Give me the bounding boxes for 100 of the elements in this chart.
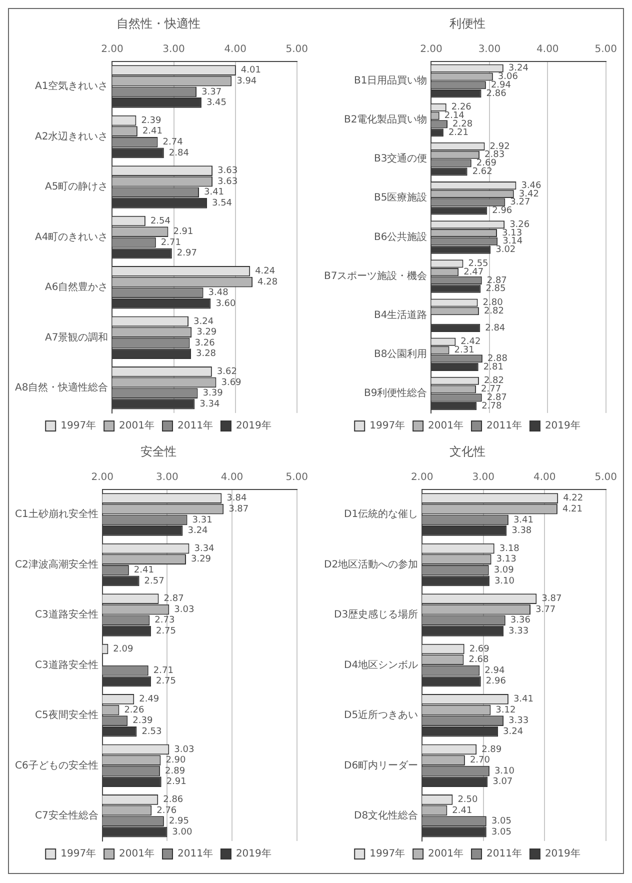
data-label: 4.01: [240, 66, 261, 76]
x-tick-label: 4.00: [533, 472, 556, 483]
data-label: 3.45: [206, 98, 227, 108]
data-label: 2.75: [156, 626, 176, 637]
chart-title: 自然性・快適性: [116, 16, 200, 30]
legend-label: 2011年: [486, 420, 522, 432]
data-label: 2.28: [452, 120, 473, 130]
data-label: 3.38: [512, 526, 532, 536]
data-label: 2.95: [168, 816, 189, 827]
data-label: 3.24: [188, 526, 208, 536]
data-label: 2.82: [484, 306, 504, 316]
legend-label: 2001年: [119, 420, 155, 432]
data-label: 2.39: [132, 716, 153, 726]
y-tick-label: A7景観の調和: [45, 331, 108, 344]
legend-label: 2019年: [236, 848, 272, 860]
data-label: 2.86: [486, 88, 507, 99]
x-tick-label: 4.00: [220, 472, 244, 483]
data-label: 3.34: [200, 399, 220, 410]
data-label: 2.55: [468, 259, 488, 270]
legend-label: 2019年: [544, 420, 580, 432]
data-label: 2.57: [144, 576, 164, 586]
data-label: 2.94: [484, 666, 505, 676]
data-label: 3.33: [508, 716, 529, 726]
data-label: 3.05: [491, 827, 512, 838]
data-label: 3.05: [491, 816, 512, 827]
x-tick-label: 3.00: [156, 472, 178, 483]
data-label: 3.37: [202, 87, 222, 98]
data-label: 4.28: [258, 277, 278, 288]
data-label: 3.24: [194, 316, 214, 327]
y-tick-label: D1伝統的な催し: [344, 508, 418, 520]
data-label: 3.03: [174, 744, 194, 755]
data-label: 2.77: [481, 384, 502, 395]
data-label: 2.73: [154, 616, 175, 626]
y-tick-label: C5夜間安全性: [34, 709, 98, 722]
x-tick-label: 3.00: [472, 472, 494, 483]
data-label: 2.87: [164, 594, 184, 604]
data-label: 3.26: [510, 220, 530, 230]
data-label: 2.96: [492, 206, 512, 216]
data-label: 3.09: [494, 565, 514, 576]
data-label: 3.13: [502, 228, 522, 238]
data-label: 2.87: [486, 276, 507, 286]
data-label: 2.80: [482, 298, 504, 308]
data-label: 2.97: [176, 248, 197, 259]
x-tick-label: 5.00: [594, 472, 617, 483]
y-tick-label: D8文化性総合: [354, 809, 418, 822]
y-tick-label: B8公園利用: [374, 348, 428, 360]
y-tick-label: D2地区活動への参加: [324, 558, 418, 570]
data-label: 2.91: [166, 777, 186, 788]
legend-label: 1997年: [60, 420, 96, 432]
y-tick-label: D6町内リーダー: [344, 759, 418, 772]
data-label: 2.96: [486, 676, 506, 687]
data-label: 3.27: [510, 198, 530, 208]
x-tick-label: 5.00: [594, 44, 617, 55]
data-label: 3.87: [228, 504, 249, 514]
y-tick-label: B1日用品買い物: [354, 76, 428, 87]
data-label: 2.39: [141, 116, 162, 126]
data-label: 3.36: [510, 616, 531, 626]
data-label: 3.26: [194, 338, 216, 348]
data-label: 4.24: [255, 266, 276, 277]
x-tick-label: 2.00: [410, 472, 434, 483]
data-label: 3.24: [508, 64, 529, 74]
y-tick-label: B6公共施設: [374, 230, 428, 243]
legend-label: 2001年: [428, 848, 464, 860]
data-label: 4.21: [562, 504, 583, 514]
data-label: 3.33: [508, 626, 529, 637]
x-tick-label: 4.00: [536, 44, 559, 55]
data-label: 2.88: [487, 354, 508, 364]
data-label: 2.94: [490, 80, 512, 90]
data-label: 4.22: [563, 494, 584, 504]
data-label: 3.13: [496, 554, 516, 565]
data-label: 2.69: [476, 158, 497, 169]
x-tick-label: 3.00: [478, 44, 501, 55]
y-tick-label: A5町の静けさ: [45, 180, 108, 193]
y-tick-label: C6子どもの安全性: [14, 759, 98, 772]
x-tick-label: 2.00: [101, 44, 124, 55]
y-tick-label: C1土砂崩れ安全性: [14, 508, 98, 520]
legend-label: 1997年: [60, 848, 96, 860]
data-label: 3.84: [226, 494, 247, 504]
y-tick-label: B3交通の便: [374, 152, 428, 165]
y-tick-label: A8自然・快適性総合: [15, 381, 108, 394]
data-label: 2.21: [448, 128, 468, 138]
data-label: 2.69: [469, 644, 490, 654]
legend-label: 2011年: [178, 848, 213, 860]
x-tick-label: 4.00: [224, 44, 246, 55]
data-label: 2.71: [160, 238, 181, 248]
data-label: 2.31: [454, 346, 474, 356]
data-label: 2.53: [142, 726, 162, 737]
data-label: 3.69: [221, 378, 242, 388]
data-label: 2.68: [468, 655, 490, 666]
data-label: 3.28: [196, 349, 216, 360]
data-label: 3.12: [496, 705, 516, 716]
data-label: 3.62: [216, 367, 237, 378]
y-tick-label: C2津波高潮安全性: [14, 558, 98, 570]
data-label: 3.46: [521, 180, 542, 191]
data-label: 3.41: [513, 515, 534, 526]
chart-title: 安全性: [140, 444, 176, 458]
legend-label: 2019年: [236, 420, 272, 432]
data-label: 2.91: [173, 227, 194, 238]
data-label: 3.02: [496, 245, 516, 256]
x-tick-label: 5.00: [286, 472, 308, 483]
